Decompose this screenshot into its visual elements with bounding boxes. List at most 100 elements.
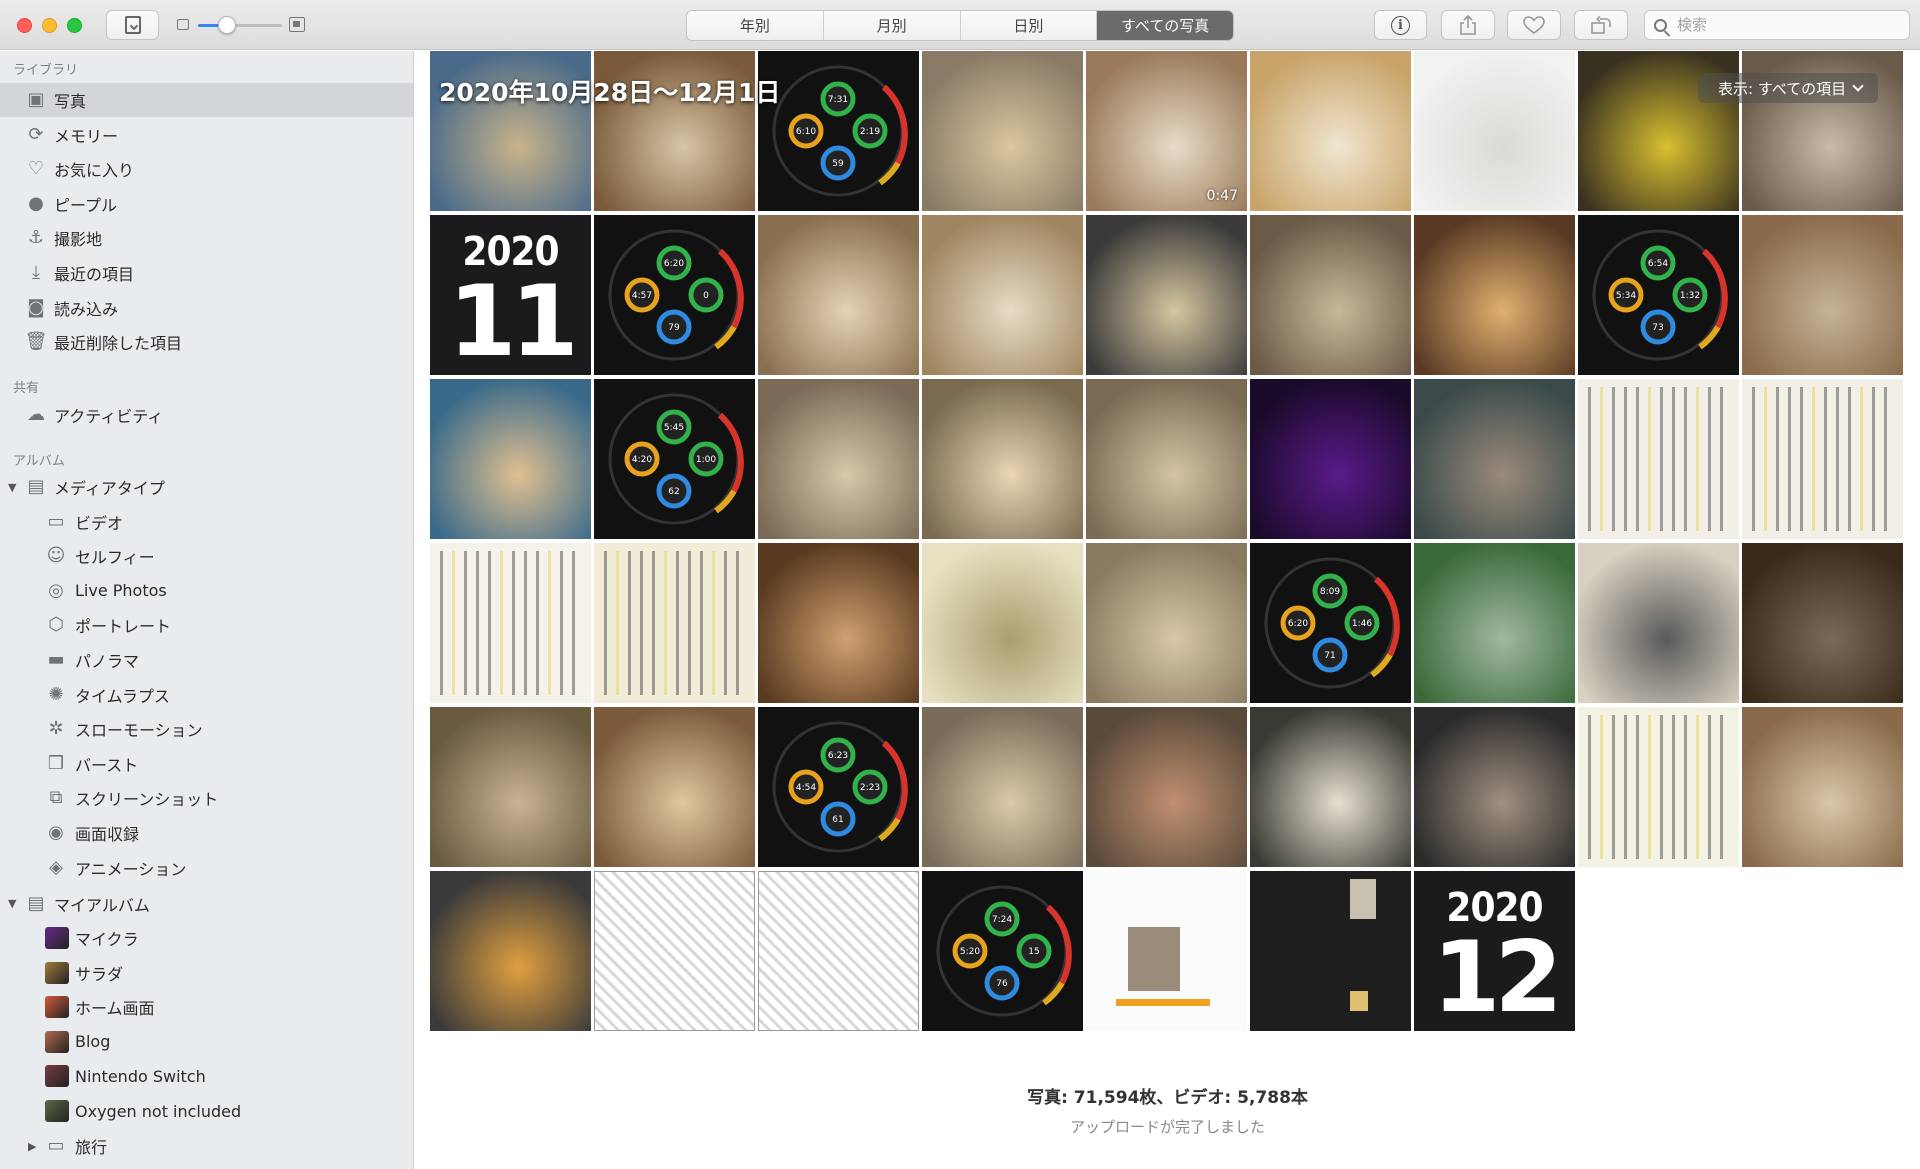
sidebar-item-animated[interactable]: ◈ アニメーション [0, 851, 413, 885]
photo-thumbnail[interactable] [758, 543, 919, 703]
sidebar-item-bursts[interactable]: ❒ バースト [0, 747, 413, 781]
sidebar-item-album-2[interactable]: ホーム画面 [0, 990, 413, 1024]
sidebar-item-portrait[interactable]: ⬡ ポートレート [0, 608, 413, 642]
sidebar-item-recents[interactable]: ⤓ 最近の項目 [0, 256, 413, 290]
photo-thumbnail[interactable] [1250, 707, 1411, 867]
sidebar-toggle-button[interactable] [106, 10, 159, 40]
photo-thumbnail[interactable] [922, 215, 1083, 375]
tab-all-photos[interactable]: すべての写真 [1097, 11, 1233, 40]
sleep-ring-screenshot[interactable]: 7:24 5:20 15 76 [922, 871, 1083, 1031]
photo-thumbnail[interactable] [430, 707, 591, 867]
month-card[interactable]: 2020 11 [430, 215, 591, 375]
tab-year[interactable]: 年別 [687, 11, 824, 40]
photo-thumbnail[interactable] [594, 543, 755, 703]
sleep-ring-screenshot[interactable]: 6:23 4:54 2:23 61 [758, 707, 919, 867]
screenshot-thumbnail[interactable] [1250, 871, 1411, 1031]
tab-month[interactable]: 月別 [824, 11, 961, 40]
disclosure-triangle-icon[interactable]: ▶ [28, 1139, 37, 1153]
video-thumbnail[interactable]: 0:47 [1086, 51, 1247, 211]
photo-thumbnail[interactable] [1742, 379, 1903, 539]
sidebar-item-album-5[interactable]: Oxygen not included [0, 1094, 413, 1128]
sidebar-item-album-4[interactable]: Nintendo Switch [0, 1059, 413, 1093]
zoom-slider-track[interactable] [198, 24, 282, 27]
sidebar-item-album-1[interactable]: サラダ [0, 956, 413, 990]
filter-dropdown[interactable]: 表示: すべての項目 [1698, 73, 1879, 103]
photo-thumbnail[interactable] [1250, 379, 1411, 539]
photo-thumbnail[interactable] [1742, 707, 1903, 867]
info-button[interactable]: i [1374, 10, 1427, 40]
share-button[interactable] [1441, 10, 1495, 40]
sleep-ring-screenshot[interactable]: 8:09 6:20 1:46 71 [1250, 543, 1411, 703]
sidebar-item-my-albums[interactable]: ▼ ▤ マイアルバム [0, 887, 413, 921]
photo-thumbnail[interactable] [758, 215, 919, 375]
photo-thumbnail[interactable] [758, 379, 919, 539]
sidebar-item-slo-mo[interactable]: ✲ スローモーション [0, 712, 413, 746]
sidebar-item-selfies[interactable]: ☺ セルフィー [0, 539, 413, 573]
sleep-ring-screenshot[interactable]: 6:20 4:57 0 79 [594, 215, 755, 375]
month-card[interactable]: 2020 12 [1414, 871, 1575, 1031]
zoom-slider-knob[interactable] [217, 16, 236, 34]
photo-thumbnail[interactable] [1578, 379, 1739, 539]
sleep-ring-screenshot[interactable]: 7:31 6:10 2:19 59 [758, 51, 919, 211]
zoom-out-icon[interactable] [177, 19, 189, 30]
disclosure-triangle-icon[interactable]: ▼ [8, 897, 17, 910]
tab-day[interactable]: 日別 [961, 11, 1098, 40]
photo-thumbnail[interactable] [1086, 215, 1247, 375]
sidebar-item-people[interactable]: ● ピープル [0, 187, 413, 221]
photo-thumbnail[interactable] [594, 871, 755, 1031]
photo-thumbnail[interactable] [594, 707, 755, 867]
photo-thumbnail[interactable] [1414, 707, 1575, 867]
favorite-button[interactable] [1507, 10, 1561, 40]
sidebar-item-screen-recordings[interactable]: ◉ 画面収録 [0, 816, 413, 850]
photo-thumbnail[interactable] [1086, 379, 1247, 539]
photo-thumbnail[interactable] [1086, 707, 1247, 867]
photo-thumbnail[interactable] [430, 543, 591, 703]
sleep-ring-screenshot[interactable]: 5:45 4:20 1:00 62 [594, 379, 755, 539]
rotate-button[interactable] [1574, 10, 1628, 40]
minimize-button[interactable] [42, 18, 57, 33]
sidebar-item-imports[interactable]: ◙ 読み込み [0, 291, 413, 325]
sidebar-item-favorites[interactable]: ♡ お気に入り [0, 152, 413, 186]
sidebar-item-time-lapse[interactable]: ✺ タイムラプス [0, 678, 413, 712]
sidebar-item-memories[interactable]: ⟳ メモリー [0, 118, 413, 152]
sidebar-item-panoramas[interactable]: ▬ パノラマ [0, 643, 413, 677]
photo-thumbnail[interactable] [1414, 543, 1575, 703]
close-button[interactable] [17, 18, 32, 33]
photo-thumbnail[interactable] [1578, 707, 1739, 867]
sleep-ring-screenshot[interactable]: 6:54 5:34 1:32 73 [1578, 215, 1739, 375]
photo-thumbnail[interactable] [1742, 215, 1903, 375]
photo-thumbnail[interactable] [430, 51, 591, 211]
photo-thumbnail[interactable] [1414, 379, 1575, 539]
sidebar-item-album-3[interactable]: Blog [0, 1025, 413, 1059]
photo-thumbnail[interactable] [922, 707, 1083, 867]
photo-thumbnail[interactable] [1414, 51, 1575, 211]
screenshot-thumbnail[interactable] [1086, 871, 1247, 1031]
photo-thumbnail[interactable] [1250, 51, 1411, 211]
search-input[interactable] [1677, 16, 1897, 34]
sidebar-item-videos[interactable]: ▭ ビデオ [0, 505, 413, 539]
zoom-window-button[interactable] [67, 18, 82, 33]
disclosure-triangle-icon[interactable]: ▼ [8, 480, 17, 494]
photo-thumbnail[interactable] [922, 379, 1083, 539]
photo-thumbnail[interactable] [594, 51, 755, 211]
photo-thumbnail[interactable] [922, 51, 1083, 211]
sidebar-item-photos[interactable]: ▣ 写真 [0, 83, 413, 117]
photo-thumbnail[interactable] [1414, 215, 1575, 375]
photo-thumbnail[interactable] [430, 379, 591, 539]
sidebar-item-album-0[interactable]: マイクラ [0, 921, 413, 955]
photo-thumbnail[interactable] [430, 871, 591, 1031]
sidebar-item-live-photos[interactable]: ◎ Live Photos [0, 574, 413, 608]
photo-thumbnail[interactable] [1086, 543, 1247, 703]
sidebar-item-screenshots[interactable]: ⧉ スクリーンショット [0, 781, 413, 815]
sidebar-item-travel-folder[interactable]: ▶ ▭ 旅行 [0, 1129, 413, 1163]
sidebar-item-media-types[interactable]: ▼ ▤ メディアタイプ [0, 470, 413, 504]
photo-thumbnail[interactable] [758, 871, 919, 1031]
photo-thumbnail[interactable] [922, 543, 1083, 703]
sidebar-item-recently-deleted[interactable]: 🗑 最近削除した項目 [0, 325, 413, 359]
sidebar-item-activity[interactable]: ☁ アクティビティ [0, 398, 413, 432]
search-field[interactable] [1644, 10, 1910, 40]
photo-thumbnail[interactable] [1578, 543, 1739, 703]
zoom-in-icon[interactable] [289, 17, 305, 32]
sidebar-item-places[interactable]: ⚓ 撮影地 [0, 221, 413, 255]
photo-thumbnail[interactable] [1742, 543, 1903, 703]
